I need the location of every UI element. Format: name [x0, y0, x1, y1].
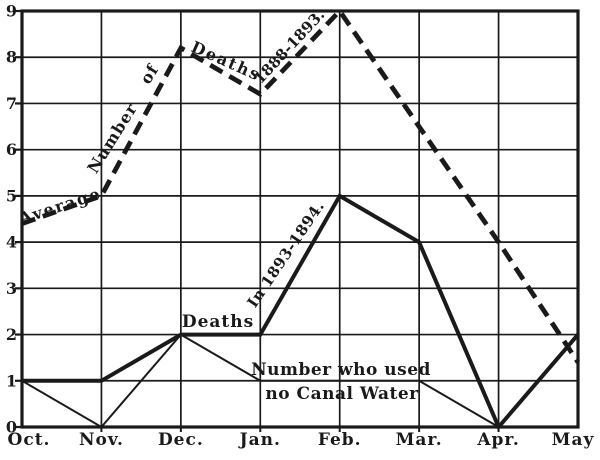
- x-tick-label: Oct.: [8, 430, 51, 450]
- x-tick-label: Nov.: [79, 430, 124, 450]
- y-tick-label: 2: [6, 325, 17, 344]
- x-tick-label: May: [552, 430, 595, 450]
- y-tick-label: 1: [6, 371, 17, 390]
- y-tick-label: 8: [6, 48, 17, 67]
- x-tick-label: Apr.: [476, 430, 519, 450]
- y-tick-label: 9: [6, 2, 17, 21]
- x-tick-label: Dec.: [158, 430, 204, 450]
- y-tick-label: 6: [6, 140, 17, 159]
- plot-frame: [20, 9, 580, 429]
- series-line-0: [21, 7, 581, 364]
- y-tick-label: 7: [6, 94, 17, 113]
- series-line-2: [21, 333, 500, 429]
- line-label: no Canal Water: [265, 384, 419, 404]
- line-label: Number who used: [251, 360, 431, 380]
- y-tick-label: 0: [6, 418, 17, 437]
- series-line-1: [22, 193, 580, 431]
- x-tick-label: Jan.: [238, 430, 281, 450]
- x-tick-label: Feb.: [318, 430, 362, 450]
- line-label: Deaths: [182, 312, 254, 332]
- y-tick-label: 3: [6, 279, 17, 298]
- y-tick-label: 5: [6, 186, 17, 205]
- y-tick-label: 4: [6, 233, 17, 252]
- x-tick-label: Mar.: [396, 430, 443, 450]
